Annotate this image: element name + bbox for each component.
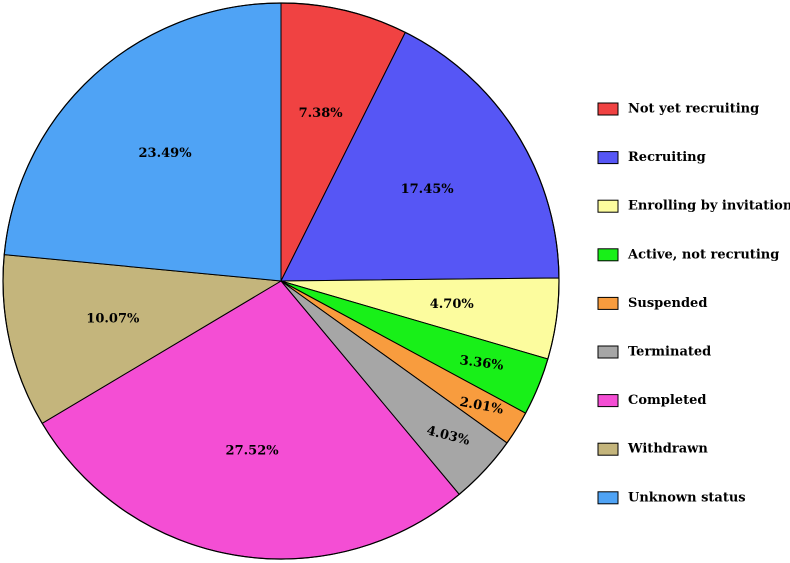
legend-item-not-yet-recruiting: Not yet recruiting <box>597 102 759 117</box>
legend-item-withdrawn: Withdrawn <box>597 442 708 457</box>
legend-item-recruiting: Recruiting <box>597 150 706 165</box>
legend-swatch <box>597 151 619 165</box>
legend-item-terminated: Terminated <box>597 345 711 360</box>
pie-slice-label: 10.07% <box>86 311 140 326</box>
legend-swatch <box>597 491 619 505</box>
legend-label: Not yet recruiting <box>628 102 759 117</box>
pie-slice-label: 17.45% <box>401 182 455 197</box>
legend-label: Withdrawn <box>627 442 708 457</box>
legend-item-unknown-status: Unknown status <box>597 490 746 505</box>
pie-outline <box>2 2 560 560</box>
legend-item-suspended: Suspended <box>597 296 707 311</box>
legend-label: Active, not recruting <box>627 247 779 262</box>
legend-label: Terminated <box>628 345 711 360</box>
legend-swatch <box>597 296 619 310</box>
pie-slices <box>2 2 560 560</box>
legend-swatch <box>597 345 619 359</box>
pie-slice-label: 7.38% <box>299 106 344 121</box>
pie-slice-label: 27.52% <box>226 443 280 458</box>
pie-slice-unknown-status <box>3 2 282 282</box>
legend-swatch <box>597 248 619 262</box>
legend-label: Enrolling by invitation <box>628 199 790 214</box>
legend-item-completed: Completed <box>597 393 706 408</box>
pie-slice-label: 4.70% <box>430 297 475 312</box>
legend-item-enrolling-by-invitation: Enrolling by invitation <box>597 199 790 214</box>
legend-label: Suspended <box>628 296 707 311</box>
legend-swatch <box>597 199 619 213</box>
legend-swatch <box>597 394 619 408</box>
pie-slice-label: 3.36% <box>459 353 505 374</box>
legend: Not yet recruiting Recruiting Enrolling by… <box>597 102 790 505</box>
legend-item-active-not-recruting: Active, not recruting <box>597 247 779 262</box>
legend-label: Recruiting <box>628 150 706 165</box>
legend-swatch <box>597 442 619 456</box>
legend-label: Unknown status <box>628 490 746 505</box>
legend-swatch <box>597 102 619 116</box>
legend-label: Completed <box>628 393 706 408</box>
pie-slice-label: 23.49% <box>139 146 193 161</box>
